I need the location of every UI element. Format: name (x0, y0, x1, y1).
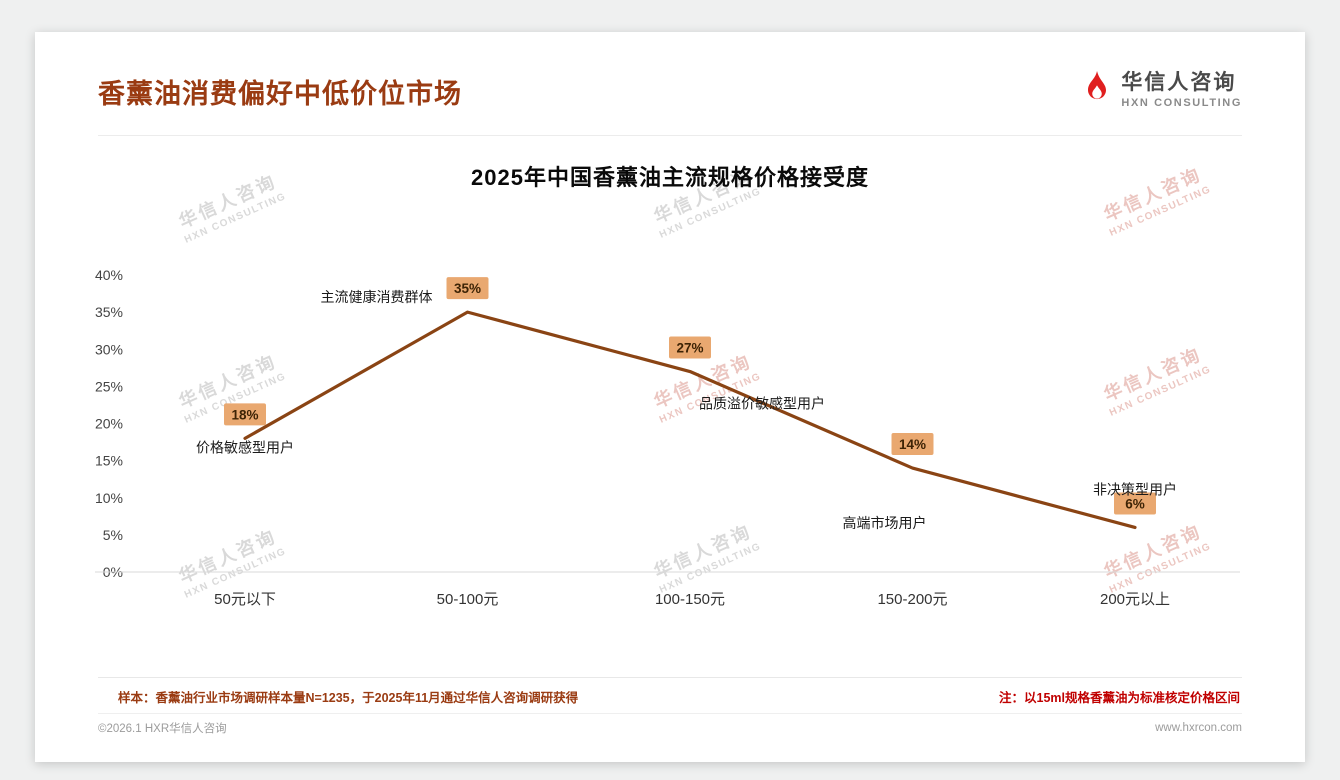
price-note: 注：以15ml规格香薰油为标准核定价格区间 (999, 691, 1240, 705)
value-label: 18% (231, 407, 258, 422)
y-axis-label: 35% (95, 304, 123, 320)
value-label: 27% (676, 341, 703, 356)
footer-divider-bottom (98, 713, 1242, 714)
point-annotation: 非决策型用户 (1093, 481, 1177, 497)
y-axis-label: 25% (95, 378, 123, 394)
page-title: 香薰油消费偏好中低价位市场 (98, 79, 462, 109)
chart-title: 2025年中国香薰油主流规格价格接受度 (471, 165, 869, 190)
x-axis-label: 50元以下 (214, 591, 276, 608)
y-axis-label: 30% (95, 341, 123, 357)
logo-subtitle: HXN CONSULTING (1121, 97, 1242, 109)
value-label-box (1114, 492, 1156, 515)
footer-divider-top (98, 677, 1242, 678)
value-label: 6% (1125, 496, 1145, 511)
website-text: www.hxrcon.com (1155, 722, 1242, 734)
x-axis-label: 200元以上 (1100, 591, 1170, 608)
value-label: 14% (899, 437, 926, 452)
point-annotation: 价格敏感型用户 (196, 439, 294, 455)
report-slide: 华信人咨询 HXN CONSULTING 华信人咨询 HXN CONSULTING 华信… (35, 32, 1305, 762)
price-acceptance-chart: 0%5%10%15%20%25%30%35%40%50元以下 50-100元 100… (95, 267, 1240, 608)
bottom-row: ©2026.1 HXR华信人咨询 www.hxrcon.com (98, 720, 1242, 736)
x-axis-label: 150-200元 (877, 591, 947, 608)
flame-logo-icon (1088, 70, 1107, 99)
x-axis-label: 100-150元 (655, 591, 725, 608)
logo-name: 华信人咨询 (1121, 71, 1237, 94)
x-axis-label: 50-100元 (437, 591, 499, 608)
y-axis-label: 10% (95, 490, 123, 506)
value-label-box (446, 277, 489, 300)
y-axis-label: 40% (95, 267, 123, 283)
header: 香薰油消费偏好中低价位市场 华信人咨询 HXN CONSULTING (98, 60, 1242, 136)
value-label: 35% (454, 281, 481, 296)
point-annotation: 品质溢价敏感型用户 (699, 396, 825, 412)
acceptance-series-line (243, 310, 1137, 530)
y-axis-label: 20% (95, 416, 123, 432)
value-label-box (891, 433, 934, 456)
value-label-box (224, 403, 266, 426)
y-axis-label: 15% (95, 453, 123, 469)
sample-note: 样本：香薰油行业市场调研样本量N=1235，于2025年11月通过华信人咨询调研… (118, 691, 579, 705)
company-logo: 华信人咨询 HXN CONSULTING (1081, 60, 1242, 109)
y-axis-label: 5% (103, 527, 123, 543)
point-annotation: 主流健康消费群体 (321, 289, 433, 305)
logo-text: 华信人咨询 HXN CONSULTING (1121, 66, 1242, 109)
notes-row: 样本：香薰油行业市场调研样本量N=1235，于2025年11月通过华信人咨询调研… (118, 687, 1240, 706)
copyright-text: ©2026.1 HXR华信人咨询 (98, 723, 227, 735)
value-label-box (669, 336, 711, 359)
point-annotation: 高端市场用户 (843, 515, 927, 531)
